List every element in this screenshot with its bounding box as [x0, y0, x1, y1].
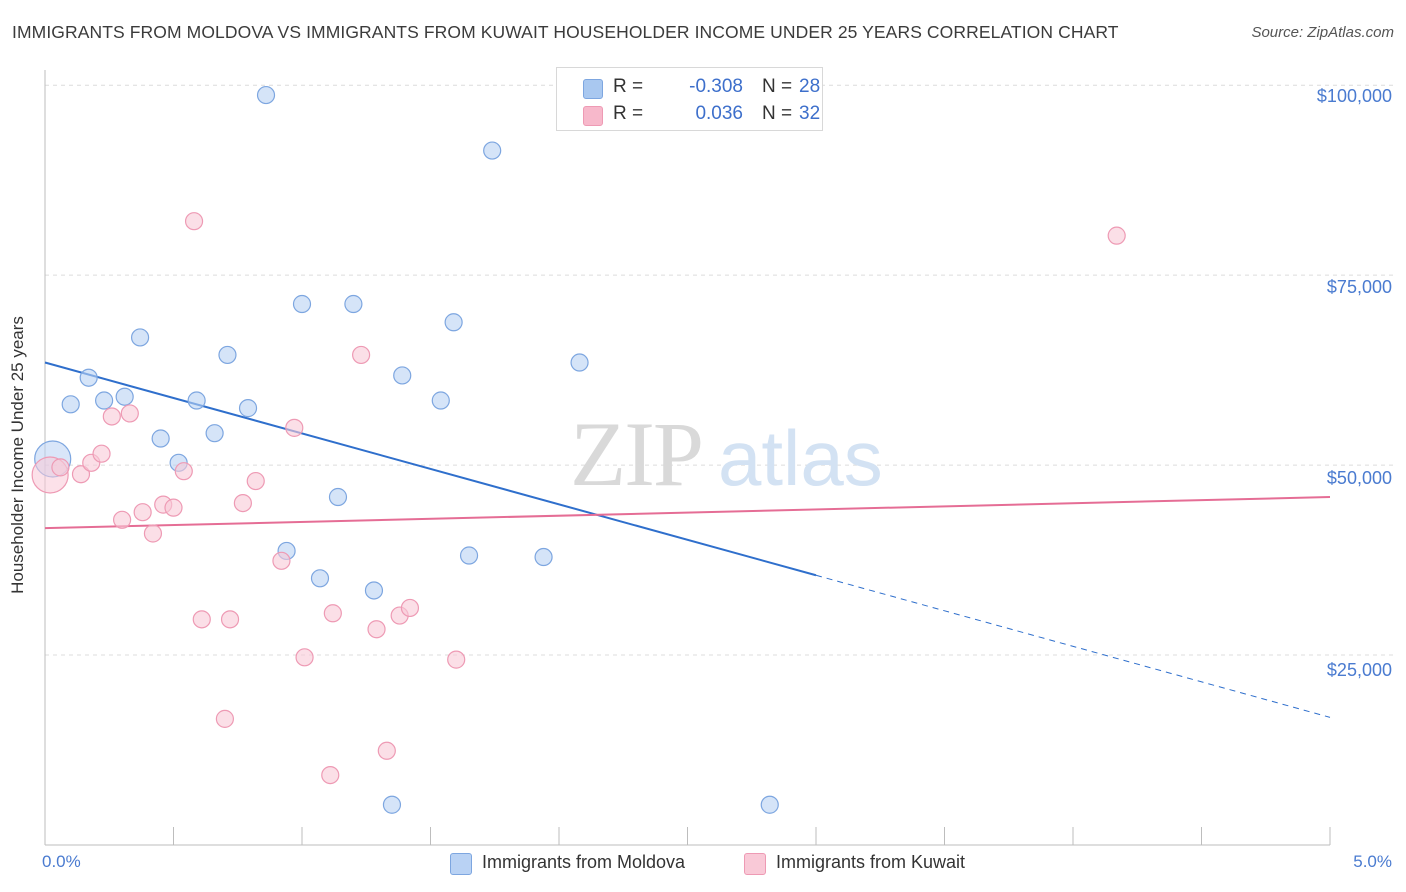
- trend-line-moldova-extension: [815, 574, 1331, 718]
- point-moldova-23: [459, 546, 479, 565]
- point-moldova-18: [364, 581, 384, 600]
- point-moldova-8: [187, 391, 206, 410]
- x-tick-label-max: 5.0%: [1353, 852, 1392, 871]
- y-axis-label: Householder Income Under 25 years: [8, 316, 27, 594]
- point-kuwait-28: [400, 598, 420, 618]
- point-kuwait-18: [246, 471, 265, 491]
- source-label: Source: ZipAtlas.com: [1251, 24, 1394, 41]
- point-moldova-3: [95, 391, 114, 410]
- point-kuwait-17: [233, 493, 252, 513]
- legend-r-value-moldova: -0.308: [689, 76, 743, 97]
- legend-r-value-kuwait: 0.036: [695, 103, 743, 124]
- chart-title: IMMIGRANTS FROM MOLDOVA VS IMMIGRANTS FR…: [12, 22, 1119, 42]
- point-kuwait-14: [192, 610, 211, 629]
- gridlines: [45, 84, 1393, 656]
- point-kuwait-9: [143, 524, 163, 543]
- point-kuwait-12: [174, 462, 193, 481]
- point-moldova-4: [115, 387, 134, 406]
- point-moldova-5: [130, 328, 150, 347]
- point-kuwait-22: [321, 765, 340, 785]
- watermark-zip: ZIP: [570, 403, 702, 505]
- point-kuwait-1: [51, 458, 70, 477]
- point-kuwait-21: [295, 648, 314, 667]
- point-kuwait-26: [377, 741, 396, 760]
- series-label-kuwait: Immigrants from Kuwait: [776, 852, 966, 872]
- series-swatch-moldova: [450, 853, 472, 875]
- point-moldova-15: [310, 569, 330, 588]
- point-kuwait-20: [285, 418, 304, 437]
- point-kuwait-25: [367, 620, 386, 639]
- y-tick-label-25000: $25,000: [1326, 660, 1392, 680]
- trend-line-kuwait: [44, 496, 1331, 530]
- series-swatch-kuwait: [744, 853, 766, 875]
- legend-swatch-kuwait: [583, 106, 603, 126]
- point-moldova-11: [238, 399, 258, 418]
- point-kuwait-13: [184, 212, 204, 231]
- legend-swatch-moldova: [583, 79, 603, 99]
- legend-n-label: N =: [762, 103, 793, 124]
- point-kuwait-5: [102, 407, 121, 426]
- point-moldova-9: [205, 424, 224, 443]
- stats-legend: R = -0.308 N = 28 R = 0.036 N = 32: [556, 67, 823, 131]
- point-kuwait-29: [447, 650, 466, 669]
- point-kuwait-24: [352, 345, 371, 365]
- point-kuwait-23: [323, 604, 342, 623]
- point-moldova-14: [292, 294, 312, 314]
- y-tick-label-100000: $100,000: [1316, 86, 1392, 106]
- point-moldova-21: [431, 391, 450, 410]
- trend-line-moldova: [44, 361, 817, 577]
- series-legend: Immigrants from Moldova Immigrants from …: [0, 852, 1406, 878]
- point-moldova-26: [570, 353, 589, 372]
- trend-lines: [44, 361, 1331, 718]
- legend-n-value-kuwait: 32: [799, 103, 821, 124]
- point-moldova-17: [344, 294, 363, 314]
- point-kuwait-6: [112, 510, 132, 529]
- point-kuwait-30: [1107, 226, 1126, 245]
- legend-r-label: R =: [613, 76, 644, 97]
- y-tick-label-50000: $50,000: [1326, 468, 1392, 488]
- watermark: ZIP atlas: [570, 403, 883, 505]
- point-moldova-12: [256, 85, 276, 105]
- point-kuwait-7: [120, 404, 139, 423]
- legend-r-label: R =: [613, 103, 644, 124]
- point-kuwait-19: [272, 551, 291, 570]
- y-tick-label-75000: $75,000: [1326, 277, 1392, 297]
- series-label-moldova: Immigrants from Moldova: [482, 852, 686, 872]
- point-moldova-1: [61, 395, 80, 414]
- point-moldova-24: [483, 141, 502, 160]
- point-moldova-19: [382, 795, 402, 814]
- watermark-atlas: atlas: [718, 414, 883, 502]
- data-points: [31, 85, 1126, 814]
- point-moldova-20: [393, 366, 412, 385]
- point-kuwait-16: [220, 610, 240, 629]
- point-moldova-25: [534, 547, 553, 567]
- point-moldova-2: [79, 368, 98, 387]
- point-moldova-22: [444, 313, 463, 332]
- point-kuwait-15: [215, 709, 234, 728]
- point-moldova-16: [328, 487, 348, 507]
- legend-n-label: N =: [762, 76, 793, 97]
- x-tick-label-min: 0.0%: [42, 852, 81, 871]
- legend-n-value-moldova: 28: [799, 76, 821, 97]
- point-kuwait-2: [71, 465, 91, 484]
- point-kuwait-4: [92, 444, 111, 463]
- point-moldova-27: [760, 795, 779, 814]
- point-moldova-6: [151, 429, 170, 448]
- point-moldova-10: [218, 345, 237, 365]
- point-kuwait-8: [133, 503, 152, 522]
- point-kuwait-11: [164, 498, 183, 517]
